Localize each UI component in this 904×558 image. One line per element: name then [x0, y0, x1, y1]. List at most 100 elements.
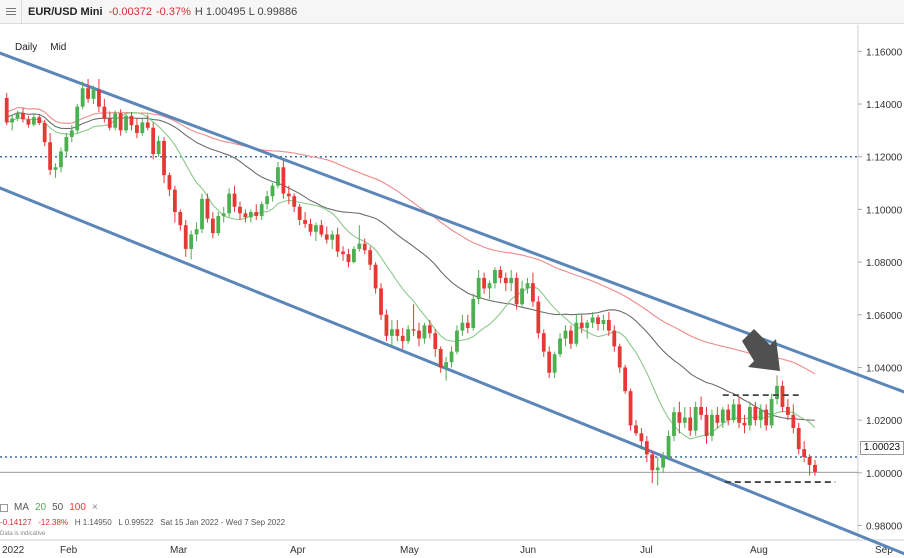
- ma-period-50[interactable]: 50: [52, 502, 64, 513]
- candle-body: [471, 298, 476, 328]
- y-tick-label: 1.02000: [866, 416, 903, 427]
- candle-body: [769, 399, 774, 426]
- candle-body: [476, 277, 481, 299]
- menu-icon[interactable]: [0, 0, 22, 24]
- candle-body: [259, 204, 264, 216]
- ma-period-20[interactable]: 20: [35, 502, 47, 513]
- candle-body: [552, 354, 557, 373]
- candle-body: [704, 414, 709, 436]
- candle-body: [21, 113, 25, 120]
- candle-body: [514, 277, 519, 305]
- candle-body: [91, 89, 96, 99]
- candle-body: [813, 464, 817, 473]
- candle-body: [547, 351, 552, 373]
- candle-body: [97, 89, 101, 107]
- symbol-label[interactable]: EUR/USD Mini: [28, 5, 103, 18]
- candle-body: [118, 113, 123, 131]
- candle-body: [362, 243, 367, 251]
- price-type-mid[interactable]: Mid: [50, 42, 67, 53]
- candle-body: [124, 115, 128, 131]
- candle-body: [216, 215, 221, 234]
- candle-body: [666, 435, 671, 458]
- candle-body: [69, 130, 74, 137]
- x-tick-label: Sep: [875, 545, 893, 556]
- candle-body: [503, 277, 508, 284]
- candle-body: [335, 234, 340, 252]
- candle-body: [107, 118, 112, 128]
- timeframe-daily[interactable]: Daily: [15, 42, 38, 53]
- channel-lower-line: [0, 186, 904, 556]
- range-dates: Sat 15 Jan 2022 - Wed 7 Sep 2022: [160, 518, 286, 527]
- candle-body: [64, 136, 69, 152]
- candle-body: [75, 106, 80, 131]
- price-change-percent: -0.37%: [156, 5, 191, 18]
- candle-body: [162, 140, 166, 176]
- candle-body: [433, 333, 438, 350]
- ma-100-line: [6, 106, 816, 375]
- candle-body: [628, 391, 633, 426]
- timeframe-controls: Daily Mid: [15, 42, 66, 53]
- indicator-checkbox-icon[interactable]: [0, 503, 8, 512]
- candle-body: [411, 329, 416, 331]
- candle-body: [710, 414, 714, 436]
- candle-body: [210, 218, 215, 234]
- candle-body: [807, 457, 812, 465]
- candle-body: [731, 404, 736, 421]
- candle-body: [10, 118, 15, 123]
- candle-body: [86, 88, 90, 99]
- candle-body: [585, 322, 590, 328]
- range-high: H 1.14950: [74, 518, 112, 527]
- candle-body: [368, 250, 373, 265]
- range-low: L 0.99522: [118, 518, 154, 527]
- candle-body: [227, 193, 232, 214]
- candle-body: [617, 346, 622, 368]
- candle-body: [639, 433, 644, 442]
- candle-body: [232, 193, 237, 207]
- candle-body: [590, 317, 595, 323]
- data-note: Data is indicative: [0, 531, 46, 537]
- candle-body: [460, 322, 465, 331]
- candle-body: [758, 409, 763, 421]
- candle-body: [465, 322, 470, 328]
- candle-body: [422, 325, 427, 339]
- y-tick-label: 1.06000: [866, 311, 903, 322]
- range-change: -0.14127: [0, 518, 32, 527]
- arrow-annotation: [742, 329, 780, 371]
- ma-period-100[interactable]: 100: [69, 502, 86, 513]
- candle-body: [520, 288, 524, 305]
- candle-body: [172, 189, 177, 213]
- candle-body: [737, 404, 741, 423]
- candle-body: [276, 167, 280, 186]
- candle-body: [135, 125, 139, 134]
- candle-body: [764, 409, 769, 426]
- candle-body: [145, 122, 150, 128]
- candle-body: [748, 406, 752, 426]
- candle-body: [281, 167, 286, 194]
- candle-body: [31, 117, 36, 125]
- y-tick-label: 1.04000: [866, 363, 903, 374]
- candle-body: [672, 412, 676, 436]
- candle-body: [644, 441, 649, 455]
- candle-body: [531, 283, 535, 302]
- candle-body: [102, 106, 107, 119]
- x-tick-label: 2022: [2, 545, 25, 556]
- remove-indicator-icon[interactable]: ×: [91, 502, 98, 513]
- y-tick-label: 1.10000: [866, 205, 903, 216]
- candle-body: [167, 175, 172, 190]
- candle-body: [379, 288, 383, 315]
- x-tick-label: Feb: [60, 545, 78, 556]
- high-low-label: H 1.00495 L 0.99886: [194, 5, 298, 18]
- candle-body: [238, 206, 242, 214]
- indicator-row: MA 20 50 100 ×: [0, 502, 98, 513]
- y-tick-label: 1.00000: [866, 469, 903, 480]
- candle-body: [113, 113, 118, 128]
- candle-body: [151, 127, 156, 155]
- candle-body: [352, 248, 356, 263]
- candle-body: [558, 338, 562, 355]
- candle-body: [400, 335, 405, 342]
- candle-body: [661, 457, 666, 468]
- candle-body: [438, 349, 443, 368]
- candle-body: [178, 212, 183, 226]
- indicator-label[interactable]: MA: [14, 502, 29, 513]
